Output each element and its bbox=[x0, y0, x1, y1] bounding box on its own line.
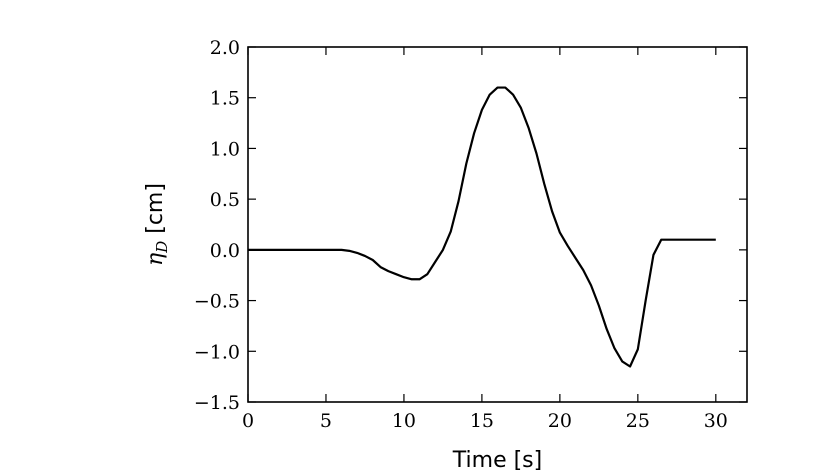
x-axis-label: Time [s] bbox=[452, 448, 542, 473]
x-tick-label: 20 bbox=[548, 410, 572, 432]
y-tick-label: −0.5 bbox=[194, 291, 240, 313]
x-tick-label: 15 bbox=[470, 410, 494, 432]
y-tick-label: 0.0 bbox=[210, 240, 240, 262]
ticks-group bbox=[247, 46, 747, 403]
y-tick-label: 0.5 bbox=[210, 189, 240, 211]
y-tick-label: 2.0 bbox=[210, 37, 240, 59]
y-axis-label-unit: [cm] bbox=[143, 183, 168, 241]
y-tick-label: 1.0 bbox=[210, 138, 240, 160]
x-tick-label: 10 bbox=[392, 410, 416, 432]
y-tick-label: 1.5 bbox=[210, 88, 240, 110]
y-axis-label-symbol: η bbox=[143, 253, 168, 266]
tick-labels-group: 0 5 10 15 20 25 30 −1.5 −1.0 −0.5 0.0 0.5 1.0 1.5 2.0 bbox=[194, 37, 728, 432]
x-tick-label: 0 bbox=[242, 410, 254, 432]
y-tick-label: −1.0 bbox=[194, 341, 240, 363]
x-tick-label: 25 bbox=[626, 410, 650, 432]
series-line bbox=[248, 86, 716, 368]
y-tick-label: −1.5 bbox=[194, 392, 240, 414]
x-tick-label: 5 bbox=[320, 410, 332, 432]
y-axis-label: ηD [cm] bbox=[143, 183, 171, 266]
plot-frame bbox=[247, 46, 748, 403]
x-tick-label: 30 bbox=[704, 410, 728, 432]
y-axis-label-subscript: D bbox=[153, 241, 171, 254]
